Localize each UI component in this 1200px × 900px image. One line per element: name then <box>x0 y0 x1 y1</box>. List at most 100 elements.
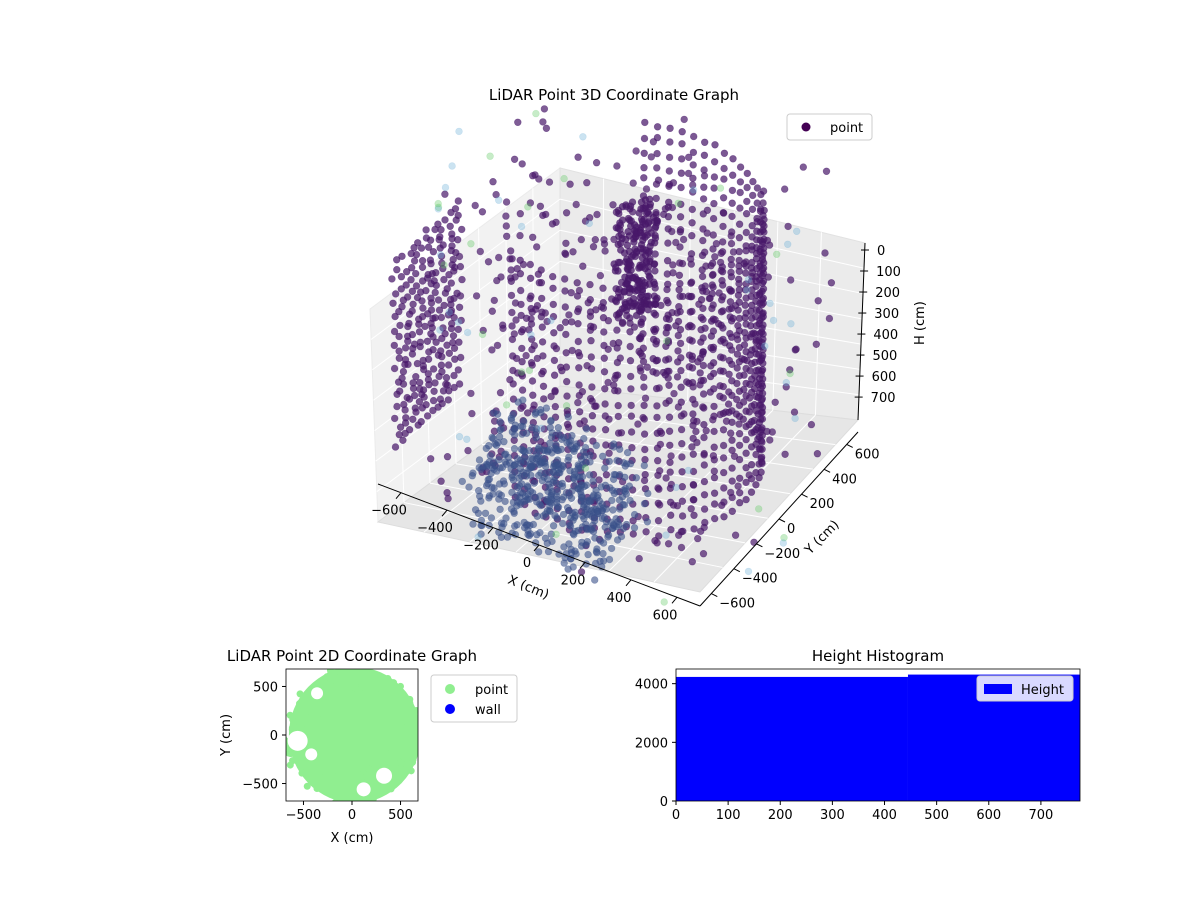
point-3d <box>678 512 687 520</box>
point-3d <box>575 364 583 372</box>
point-3d <box>635 209 643 217</box>
point-3d <box>490 296 498 305</box>
point-3d <box>748 222 756 230</box>
point-3d <box>676 243 684 251</box>
point-3d <box>534 270 543 278</box>
point-3d <box>717 501 726 509</box>
point-3d <box>664 337 672 345</box>
point-3d <box>757 468 765 476</box>
point-3d <box>451 205 460 213</box>
point-3d <box>626 496 634 505</box>
point-3d <box>562 377 571 386</box>
point-2d <box>409 741 417 749</box>
point-3d <box>581 217 590 225</box>
point-3d <box>528 423 536 432</box>
point-2d <box>286 749 293 757</box>
point-3d <box>390 364 399 373</box>
histogram-legend: Height <box>976 675 1074 702</box>
point-3d <box>791 414 799 423</box>
point-3d <box>495 196 503 204</box>
point-3d <box>756 262 764 271</box>
point-3d <box>813 450 822 458</box>
point-3d <box>693 417 701 426</box>
point-3d <box>669 269 677 277</box>
point-3d <box>752 297 760 305</box>
point-3d <box>592 402 600 410</box>
grid-left-h <box>376 354 561 492</box>
point-3d <box>592 306 600 314</box>
point-3d <box>759 226 767 234</box>
point-3d <box>528 377 537 385</box>
point-3d <box>410 244 418 252</box>
point-3d <box>739 398 748 406</box>
point-3d <box>607 295 616 303</box>
point-2d <box>396 703 404 711</box>
point-3d <box>408 287 417 295</box>
point-3d <box>627 428 636 436</box>
point-2d <box>390 775 398 783</box>
y-tick-label: 600 <box>855 447 880 462</box>
point-3d <box>533 354 541 363</box>
chart-2d-legend: point wall <box>430 674 518 723</box>
point-3d <box>669 501 678 509</box>
point-3d <box>716 258 725 267</box>
point-3d <box>684 466 693 475</box>
point-3d <box>699 361 708 370</box>
point-3d <box>678 468 686 476</box>
point-3d <box>783 240 792 249</box>
chart-3d-ticks: −600 −400 −200 0 200 400 600 −600 −400 −200 0 200 40… <box>371 244 901 623</box>
point-2d <box>332 799 339 801</box>
point-3d <box>600 328 608 336</box>
point-3d <box>689 383 697 391</box>
point-3d <box>627 385 635 393</box>
point-3d <box>583 179 591 187</box>
point-3d <box>538 370 546 378</box>
point-3d <box>404 337 412 345</box>
point-3d <box>726 488 735 497</box>
point-3d <box>500 438 508 446</box>
point-3d <box>635 264 643 272</box>
point-2d <box>326 669 334 674</box>
point-2d <box>400 735 408 743</box>
point-3d <box>418 263 427 271</box>
point-3d <box>575 381 583 389</box>
point-3d <box>585 219 593 228</box>
point-3d <box>585 497 594 506</box>
point-3d <box>650 309 658 317</box>
point-3d <box>601 400 609 408</box>
point-3d <box>614 258 623 267</box>
point-3d <box>424 370 432 378</box>
point-3d <box>720 175 728 183</box>
point-3d <box>743 169 751 178</box>
point-3d <box>525 531 534 540</box>
point-3d <box>410 340 419 348</box>
point-3d <box>583 362 591 370</box>
point-3d <box>508 308 516 317</box>
point-2d <box>317 779 325 787</box>
point-3d <box>441 183 450 192</box>
hist-x-tick-label: 700 <box>1028 808 1053 823</box>
point-3d <box>653 402 661 410</box>
point-3d <box>710 173 719 181</box>
point-3d <box>450 371 458 380</box>
point-3d <box>604 378 612 387</box>
point-3d <box>628 208 637 216</box>
point-3d <box>560 275 569 283</box>
point-3d <box>653 457 662 465</box>
point-3d <box>641 445 649 454</box>
point-3d <box>543 317 551 326</box>
point-3d <box>390 341 398 350</box>
point-3d <box>616 226 624 234</box>
point-3d <box>655 501 664 509</box>
point-3d <box>711 316 719 324</box>
point-3d <box>391 312 399 321</box>
point-3d <box>780 185 789 193</box>
point-3d <box>547 392 555 401</box>
point-3d <box>635 334 644 342</box>
point-3d <box>643 363 651 371</box>
point-3d <box>582 520 590 529</box>
point-3d <box>678 453 686 461</box>
point-3d <box>562 330 570 339</box>
point-2d <box>308 717 316 725</box>
point-3d <box>699 403 707 411</box>
